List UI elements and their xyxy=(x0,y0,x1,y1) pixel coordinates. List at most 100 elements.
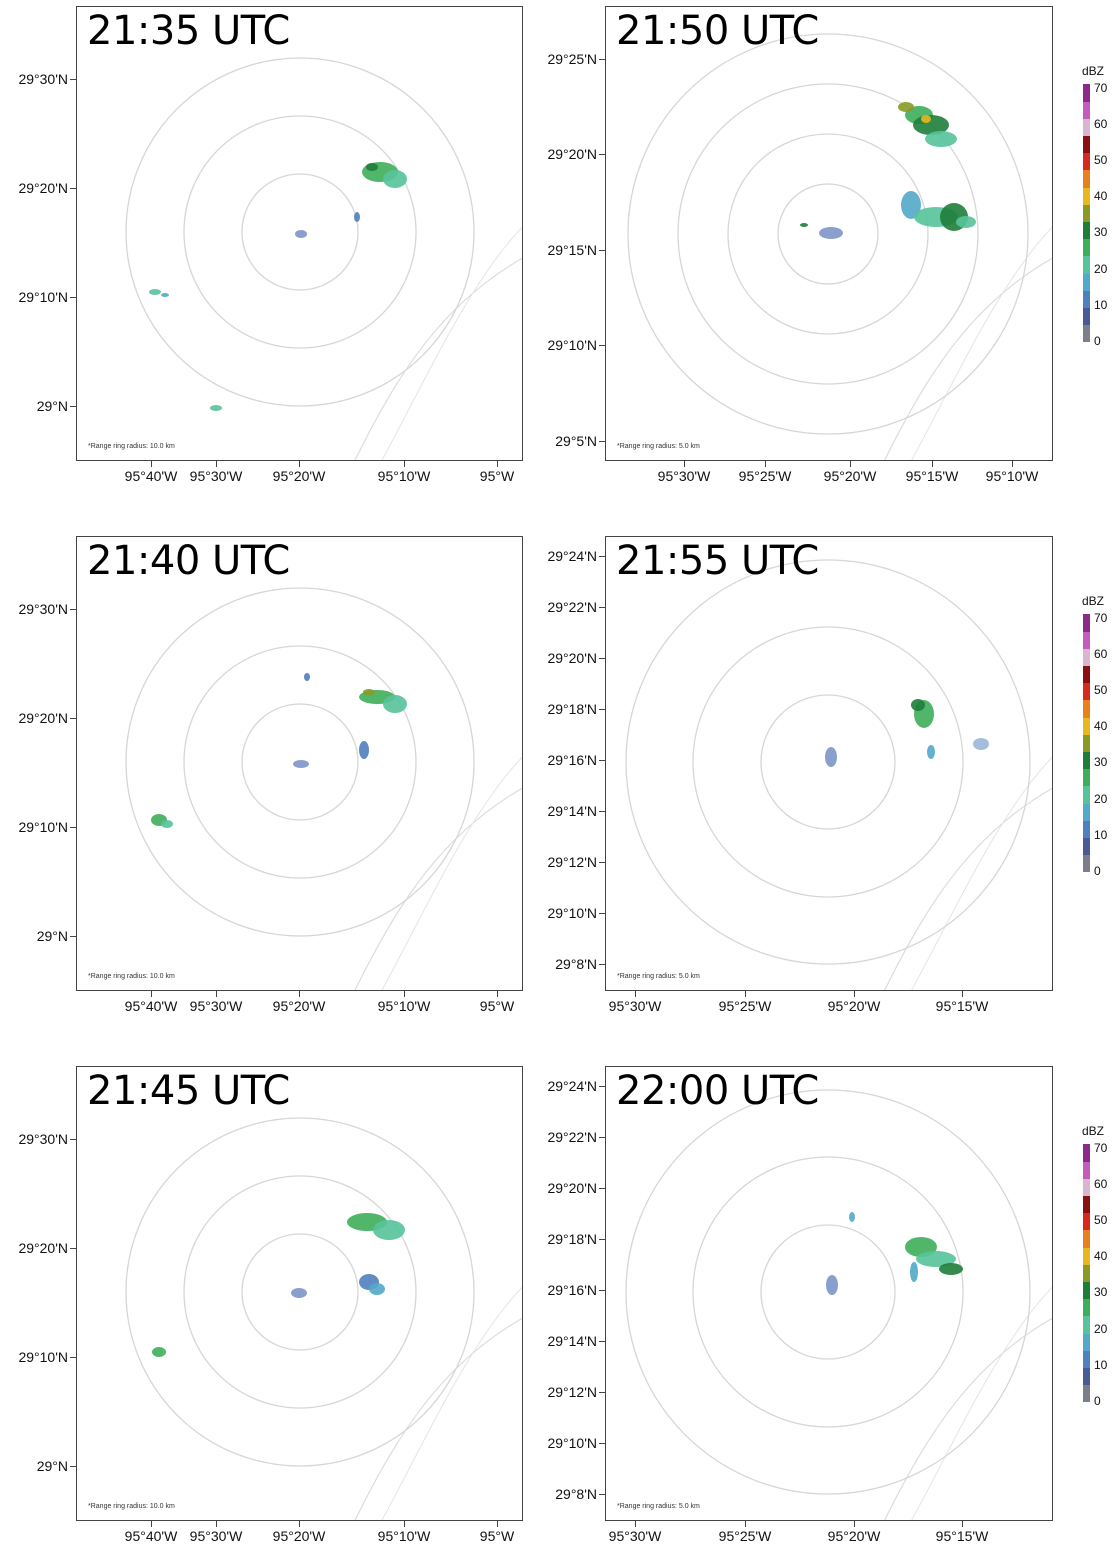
colorbar-segment xyxy=(1083,1230,1090,1248)
longitude-tick xyxy=(497,1521,498,1527)
latitude-tick xyxy=(599,1392,605,1393)
latitude-tick xyxy=(70,609,76,610)
colorbar-segment xyxy=(1083,1144,1090,1162)
radar-map xyxy=(627,33,1052,460)
radar-panel-2145: 21:45 UTC *Range ring radius: 10.0 km xyxy=(76,1066,523,1521)
coastline-icon xyxy=(911,756,1052,990)
latitude-tick xyxy=(599,154,605,155)
reflectivity-echo-icon xyxy=(911,699,925,711)
colorbar-segment xyxy=(1083,187,1090,205)
reflectivity-echo-icon xyxy=(910,1262,918,1282)
latitude-tick-label: 29°20'N xyxy=(547,1180,597,1196)
colorbar-segment xyxy=(1083,1384,1090,1403)
reflectivity-echo-icon xyxy=(825,747,837,767)
latitude-tick-label: 29°10'N xyxy=(18,1349,68,1365)
latitude-tick-label: 29°10'N xyxy=(18,289,68,305)
latitude-tick-label: 29°30'N xyxy=(18,601,68,617)
latitude-tick xyxy=(599,556,605,557)
longitude-tick-label: 95°40'W xyxy=(124,998,178,1014)
colorbar-tick-label: 20 xyxy=(1094,791,1108,806)
colorbar-tick-label: 60 xyxy=(1094,647,1108,662)
reflectivity-echo-icon xyxy=(826,1275,838,1295)
longitude-tick-label: 95°20'W xyxy=(272,468,326,484)
longitude-tick-label: 95°20'W xyxy=(272,1528,326,1544)
colorbar-segment xyxy=(1083,118,1090,137)
colorbar-tick-label: 40 xyxy=(1094,189,1108,204)
longitude-tick-label: 95°10'W xyxy=(377,998,431,1014)
reflectivity-echo-icon xyxy=(901,191,921,219)
longitude-tick xyxy=(745,991,746,997)
colorbar-segment xyxy=(1083,837,1090,856)
longitude-tick-label: 95°20'W xyxy=(823,468,877,484)
range-ring-icon xyxy=(125,1117,475,1467)
reflectivity-echo-icon xyxy=(383,695,407,713)
latitude-tick-label: 29°N xyxy=(36,928,68,944)
latitude-tick xyxy=(70,406,76,407)
radar-panel-2150: 21:50 UTC *Range ring radius: 5.0 km xyxy=(605,6,1053,461)
latitude-tick-label: 29°20'N xyxy=(18,1240,68,1256)
coastline-icon xyxy=(911,1286,1052,1520)
colorbar-segment xyxy=(1083,307,1090,326)
longitude-tick-label: 95°10'W xyxy=(377,1528,431,1544)
longitude-tick-label: 95°30'W xyxy=(189,468,243,484)
colorbar-tick-label: 70 xyxy=(1094,611,1108,625)
range-ring-icon xyxy=(692,1156,964,1428)
colorbar-tick-label: 60 xyxy=(1094,1177,1108,1192)
latitude-tick xyxy=(599,913,605,914)
panel-time-label: 21:35 UTC xyxy=(87,8,290,54)
latitude-tick-label: 29°30'N xyxy=(18,71,68,87)
range-ring-icon xyxy=(183,1175,417,1409)
colorbar-tick-label: 50 xyxy=(1094,153,1108,168)
longitude-tick xyxy=(635,1521,636,1527)
longitude-tick xyxy=(684,461,685,467)
colorbar-segment xyxy=(1083,1350,1090,1369)
range-ring-icon xyxy=(183,645,417,879)
latitude-tick-label: 29°22'N xyxy=(547,1129,597,1145)
latitude-tick xyxy=(599,607,605,608)
latitude-tick xyxy=(599,964,605,965)
colorbar-segment xyxy=(1083,204,1090,223)
latitude-tick xyxy=(70,718,76,719)
coastline-icon xyxy=(911,226,1052,460)
colorbar-segment xyxy=(1083,700,1090,718)
latitude-tick xyxy=(599,1086,605,1087)
latitude-tick xyxy=(599,658,605,659)
longitude-tick xyxy=(216,991,217,997)
colorbar-tick-label: 10 xyxy=(1094,1357,1108,1372)
reflectivity-echo-icon xyxy=(354,212,360,222)
latitude-tick-label: 29°15'N xyxy=(547,242,597,258)
colorbar-tick-label: 0 xyxy=(1094,863,1101,878)
colorbar-segment xyxy=(1083,1298,1090,1317)
longitude-tick-label: 95°W xyxy=(479,998,515,1014)
reflectivity-echo-icon xyxy=(373,1220,405,1240)
reflectivity-echo-icon xyxy=(800,223,808,227)
reflectivity-echo-icon xyxy=(359,741,369,759)
colorbar-segment xyxy=(1083,84,1090,102)
latitude-tick-label: 29°10'N xyxy=(547,337,597,353)
colorbar-segment xyxy=(1083,101,1090,119)
longitude-tick xyxy=(216,461,217,467)
latitude-tick xyxy=(599,441,605,442)
reflectivity-echo-icon xyxy=(304,673,310,681)
coastline-icon xyxy=(884,257,1052,460)
longitude-tick-label: 95°30'W xyxy=(189,1528,243,1544)
longitude-tick xyxy=(850,461,851,467)
colorbar-title: dBZ xyxy=(1082,594,1105,608)
reflectivity-echo-icon xyxy=(898,102,914,112)
latitude-tick-label: 29°8'N xyxy=(555,956,597,972)
colorbar-tick-label: 50 xyxy=(1094,1213,1108,1228)
range-ring-icon xyxy=(777,183,879,285)
colorbar-segment xyxy=(1083,1316,1090,1334)
range-ring-note: *Range ring radius: 5.0 km xyxy=(617,973,700,980)
latitude-tick-label: 29°5'N xyxy=(555,433,597,449)
colorbar-segment xyxy=(1083,256,1090,274)
coastline-icon xyxy=(884,1317,1052,1520)
range-ring-note: *Range ring radius: 10.0 km xyxy=(88,1503,175,1510)
latitude-tick-label: 29°20'N xyxy=(18,180,68,196)
range-ring-icon xyxy=(125,57,475,407)
colorbar-segment xyxy=(1083,273,1090,291)
colorbar-segment xyxy=(1083,1195,1090,1214)
colorbar-segment xyxy=(1083,1161,1090,1179)
colorbar-segment xyxy=(1083,734,1090,753)
panel-time-label: 21:50 UTC xyxy=(616,8,819,54)
